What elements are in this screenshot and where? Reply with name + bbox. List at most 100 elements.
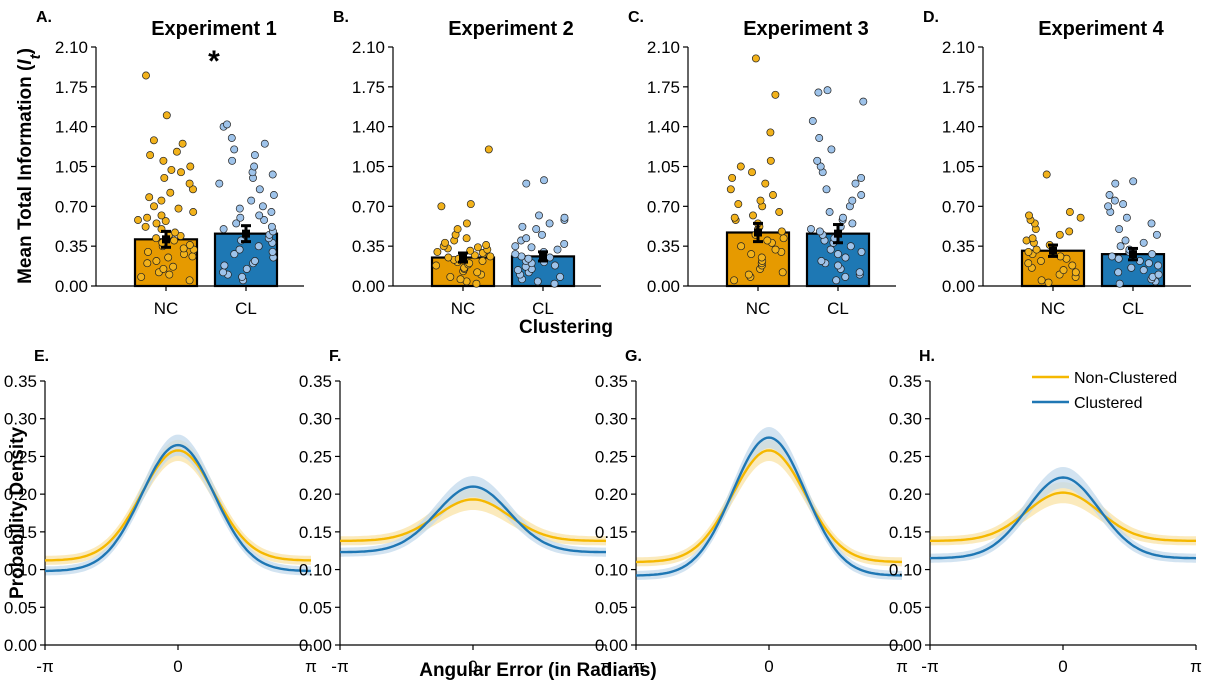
nc-data-point [185,276,194,285]
cl-data-point [825,208,834,216]
nc-data-point [433,247,442,256]
nc-data-point [473,243,482,252]
nc-data-point [763,236,772,245]
nc-data-point [734,200,743,209]
cl-data-point [1114,268,1123,277]
y-tick-label: 1.05 [55,158,88,177]
text-layer: Mean Total Information (It) Clustering Pro… [7,48,657,681]
y-tick-label: 1.05 [647,158,680,177]
nc-data-point [775,208,784,216]
nc-data-point [178,139,187,148]
cl-data-point [832,276,841,285]
top-y-axis-label: Mean Total Information (It) [15,48,44,284]
panel-letter: D. [923,9,939,26]
nc-data-point [441,238,449,247]
nc-data-point [771,245,780,254]
y-tick-label: 1.40 [352,118,385,137]
x-tick-label: -π [627,657,644,676]
y-tick-label: 0.05 [299,598,332,617]
nc-data-point [1037,276,1046,285]
y-tick-label: 0.05 [889,598,922,617]
cl-data-point [247,196,256,205]
nc-data-point [188,252,197,261]
nc-data-point [143,259,152,268]
cl-data-point [227,134,236,142]
y-tick-label: 1.40 [942,118,975,137]
y-tick-label: 2.10 [352,38,385,57]
nc-data-point [1037,257,1045,265]
cl-data-point [814,88,823,97]
density-panel-1: 0.00 0.05 0.10 0.15 0.20 0.25 0.30 0.35 -π 0 π E. [4,348,317,676]
cl-data-point [816,162,825,171]
cl-data-point [808,117,817,125]
panel-letter: F. [329,348,341,365]
y-tick-label: 0.35 [352,237,385,256]
bottom-x-axis-label: Angular Error (in Radians) [419,660,657,681]
y-tick-label: 0.25 [299,447,332,466]
nc-data-point [1065,208,1074,216]
legend-label-nc: Non-Clustered [1074,370,1177,387]
density-panel-4: 0.00 0.05 0.10 0.15 0.20 0.25 0.30 0.35 -π 0 π H. [889,348,1202,676]
nc-data-point [157,211,166,220]
y-tick-label: 0.15 [4,523,37,542]
cl-data-point [250,151,259,160]
x-tick-label: π [305,657,317,676]
top-y-axis-label-part: I [15,59,36,65]
y-tick-label: 0.20 [595,485,628,504]
legend-label-cl: Clustered [1074,395,1142,412]
cl-data-point [522,234,531,243]
cl-data-point [1115,225,1124,234]
nc-data-point [1024,259,1033,268]
nc-data-point [152,219,161,228]
cl-data-point [540,176,548,185]
nc-data-point [152,257,161,265]
y-tick-label: 0.15 [889,523,922,542]
cl-density-line [636,436,902,577]
y-tick-label: 0.30 [595,410,628,429]
x-tick-label: 0 [173,657,182,676]
nc-data-point [159,264,168,273]
nc-data-point [472,279,481,288]
nc-data-point [185,241,194,249]
cl-data-point [855,268,864,277]
nc-data-point [446,272,455,281]
nc-data-point [1028,234,1037,243]
y-tick-label: 0.25 [4,447,37,466]
nc-data-point [145,193,154,202]
nc-data-point [453,225,462,234]
y-tick-label: 0.05 [595,598,628,617]
nc-data-point [1076,213,1085,222]
panel-title: Experiment 3 [743,18,869,40]
density-panel-3: 0.00 0.05 0.10 0.15 0.20 0.25 0.30 0.35 -π 0 π G. [595,348,908,676]
cl-data-point [545,219,554,228]
y-tick-label: 1.75 [942,78,975,97]
nc-data-point [486,252,495,261]
nc-data-point [1068,261,1077,270]
nc-density-line [339,498,607,543]
nc-data-point [170,236,179,245]
y-tick-label: 0.20 [299,485,332,504]
cl-data-point [268,170,277,179]
significance-marker: * [208,45,220,78]
cl-data-point [223,120,231,129]
cl-ci-band [340,476,606,557]
cl-data-point [511,250,520,259]
nc-ci-band [340,488,606,546]
nc-data-point [189,208,198,216]
nc-data-point [1042,170,1051,179]
cl-data-point [255,211,264,220]
nc-data-point [1024,247,1033,256]
cl-data-point [1152,230,1161,239]
panel-letter: B. [333,9,349,26]
cl-data-point [1121,236,1130,245]
legend: Non-Clustered Clustered [1032,370,1177,412]
nc-data-point [747,250,756,259]
y-tick-label: 0.10 [299,561,332,580]
y-tick-label: 0.15 [299,523,332,542]
x-tick-label: 0 [1058,657,1067,676]
cl-data-point [230,145,239,154]
nc-data-point [172,147,181,156]
cl-data-point [560,239,569,248]
cl-data-point [1139,238,1148,247]
bottom-y-axis-label: Probability Density [7,427,28,600]
